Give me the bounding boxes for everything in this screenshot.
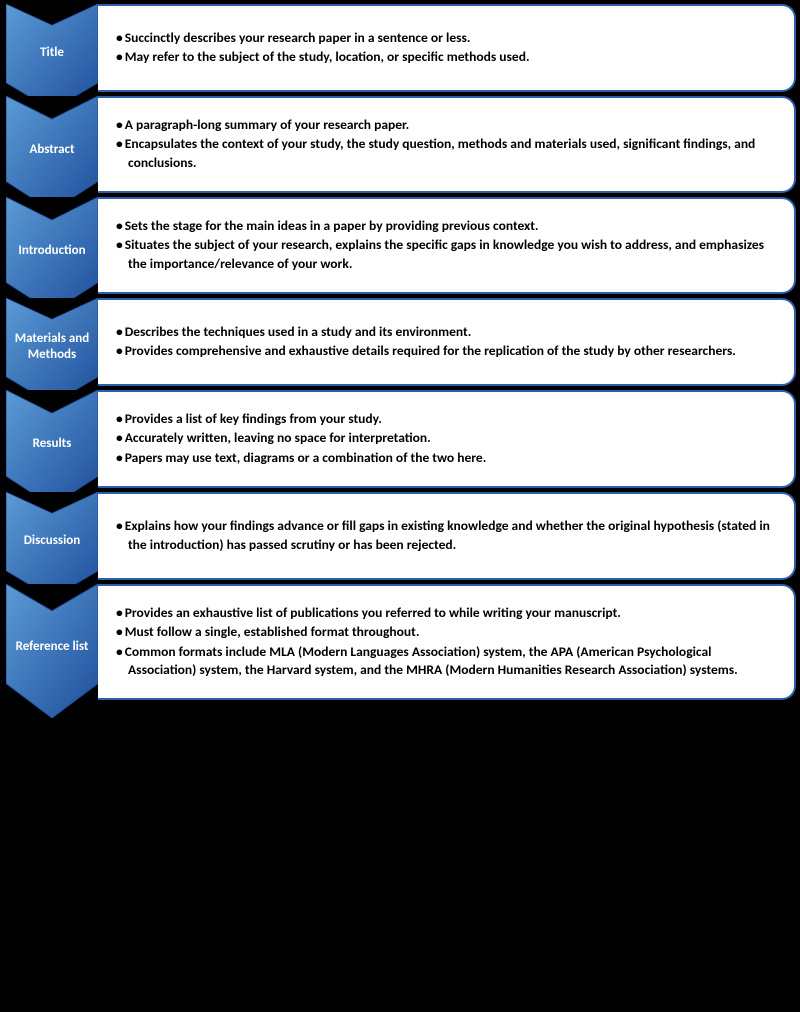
chevron-wrap: Introduction [4, 197, 100, 294]
bullet-item: Explains how your findings advance or fi… [116, 517, 778, 553]
chevron-wrap: Abstract [4, 96, 100, 193]
bullet-list: Sets the stage for the main ideas in a p… [116, 217, 778, 274]
bullet-item: Describes the techniques used in a study… [116, 323, 778, 341]
bullet-item: Papers may use text, diagrams or a combi… [116, 449, 778, 467]
chevron-wrap: Results [4, 390, 100, 488]
bullet-item: Provides a list of key findings from you… [116, 410, 778, 428]
bullet-item: Provides comprehensive and exhaustive de… [116, 342, 778, 360]
bullet-item: Provides an exhaustive list of publicati… [116, 604, 778, 622]
section-content: Sets the stage for the main ideas in a p… [98, 197, 796, 294]
section-row: Title Succinctly describes your research … [4, 4, 796, 92]
bullet-item: Accurately written, leaving no space for… [116, 429, 778, 447]
bullet-list: Provides an exhaustive list of publicati… [116, 604, 778, 680]
diagram-container: Title Succinctly describes your research … [4, 4, 796, 700]
bullet-list: Explains how your findings advance or fi… [116, 517, 778, 554]
bullet-item: May refer to the subject of the study, l… [116, 48, 778, 66]
section-content: Describes the techniques used in a study… [98, 298, 796, 386]
bullet-list: A paragraph-long summary of your researc… [116, 116, 778, 173]
chevron-wrap: Title [4, 4, 100, 92]
section-row: Materials and Methods Describes the techn… [4, 298, 796, 386]
bullet-list: Provides a list of key findings from you… [116, 410, 778, 468]
bullet-list: Describes the techniques used in a study… [116, 323, 778, 361]
bullet-item: Sets the stage for the main ideas in a p… [116, 217, 778, 235]
section-label: Results [29, 436, 76, 452]
section-label: Title [36, 45, 68, 61]
section-row: Results Provides a list of key findings f… [4, 390, 796, 488]
chevron-wrap: Discussion [4, 492, 100, 580]
section-label: Introduction [14, 243, 89, 259]
bullet-item: Must follow a single, established format… [116, 623, 778, 641]
section-content: Explains how your findings advance or fi… [98, 492, 796, 580]
section-content: Succinctly describes your research paper… [98, 4, 796, 92]
bullet-item: A paragraph-long summary of your researc… [116, 116, 778, 134]
bullet-item: Succinctly describes your research paper… [116, 29, 778, 47]
section-label: Abstract [25, 142, 78, 158]
section-label: Reference list [12, 639, 93, 655]
section-content: A paragraph-long summary of your researc… [98, 96, 796, 193]
bullet-item: Situates the subject of your research, e… [116, 236, 778, 272]
section-label: Discussion [20, 533, 85, 549]
bullet-item: Encapsulates the context of your study, … [116, 135, 778, 171]
bullet-list: Succinctly describes your research paper… [116, 29, 778, 67]
section-content: Provides a list of key findings from you… [98, 390, 796, 488]
bullet-item: Common formats include MLA (Modern Langu… [116, 643, 778, 679]
chevron-wrap: Reference list [4, 584, 100, 700]
section-row: Discussion Explains how your findings adv… [4, 492, 796, 580]
section-label: Materials and Methods [4, 331, 100, 362]
section-row: Abstract A paragraph-long summary of your… [4, 96, 796, 193]
chevron-wrap: Materials and Methods [4, 298, 100, 386]
section-row: Reference list Provides an exhaustive lis… [4, 584, 796, 700]
section-row: Introduction Sets the stage for the main … [4, 197, 796, 294]
section-content: Provides an exhaustive list of publicati… [98, 584, 796, 700]
